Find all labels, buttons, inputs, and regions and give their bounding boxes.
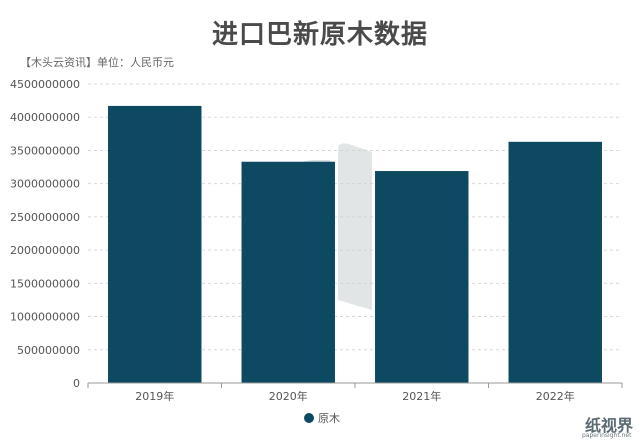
- bar-3[interactable]: [375, 171, 469, 383]
- x-tick-label: 2020年: [269, 389, 308, 403]
- y-tick-label: 0: [73, 377, 80, 390]
- watermark-logo-sub: paperinsight.net: [582, 432, 632, 439]
- y-tick-label: 2500000000: [10, 211, 80, 224]
- watermark-logo-text: 纸视界: [585, 416, 634, 435]
- y-tick-label: 1000000000: [10, 311, 80, 324]
- chart-title: 进口巴新原木数据: [211, 20, 428, 50]
- legend-marker: [304, 413, 314, 423]
- bar-2[interactable]: [241, 161, 335, 383]
- y-tick-label: 1500000000: [10, 277, 80, 290]
- chart-subtitle: 【木头云资讯】单位：人民币元: [20, 56, 174, 69]
- bar-4[interactable]: [508, 141, 602, 383]
- y-tick-label: 500000000: [17, 344, 80, 357]
- x-tick-label: 2021年: [402, 389, 441, 403]
- y-tick-label: 3500000000: [10, 144, 80, 157]
- y-tick-label: 2000000000: [10, 244, 80, 257]
- y-tick-label: 4000000000: [10, 111, 80, 124]
- bar-1[interactable]: [108, 105, 202, 383]
- y-tick-label: 3000000000: [10, 178, 80, 191]
- x-tick-label: 2019年: [135, 389, 174, 403]
- x-tick-label: 2022年: [536, 389, 575, 403]
- legend: 原木: [304, 412, 340, 425]
- legend-label: 原木: [318, 412, 340, 425]
- y-tick-label: 4500000000: [10, 78, 80, 91]
